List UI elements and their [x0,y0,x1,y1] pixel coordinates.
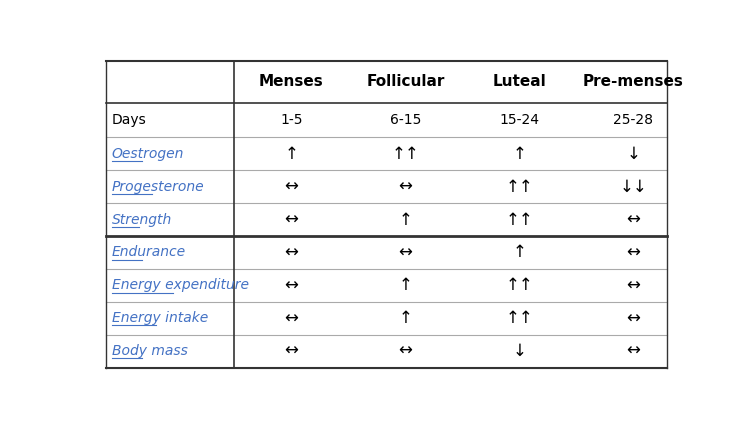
Text: ↔: ↔ [284,309,299,327]
Text: Follicular: Follicular [366,74,445,89]
Text: Body mass: Body mass [112,344,188,358]
Text: ↑: ↑ [513,145,526,163]
Text: ↔: ↔ [627,211,640,229]
Text: ↑↑: ↑↑ [505,211,533,229]
Text: Energy expenditure: Energy expenditure [112,279,249,293]
Text: ↑: ↑ [398,211,412,229]
Text: 15-24: 15-24 [499,113,539,127]
Text: ↓: ↓ [513,342,526,360]
Text: Oestrogen: Oestrogen [112,147,184,161]
Text: ↓↓: ↓↓ [620,178,647,196]
Text: ↓: ↓ [627,145,640,163]
Text: ↔: ↔ [284,276,299,294]
Text: Days: Days [112,113,146,127]
Text: ↑: ↑ [398,309,412,327]
Text: ↑: ↑ [284,145,299,163]
Text: ↑↑: ↑↑ [505,276,533,294]
Text: Endurance: Endurance [112,245,186,259]
Text: ↔: ↔ [627,243,640,262]
Text: ↑↑: ↑↑ [505,309,533,327]
Text: ↑↑: ↑↑ [505,178,533,196]
Text: ↔: ↔ [627,342,640,360]
Text: ↔: ↔ [284,178,299,196]
Text: ↔: ↔ [398,178,412,196]
Text: Progesterone: Progesterone [112,180,204,194]
Text: Menses: Menses [259,74,324,89]
Text: ↔: ↔ [398,243,412,262]
Text: ↔: ↔ [284,211,299,229]
Text: Luteal: Luteal [492,74,546,89]
Text: ↑↑: ↑↑ [391,145,419,163]
Text: Pre-menses: Pre-menses [583,74,684,89]
Text: 6-15: 6-15 [390,113,421,127]
Text: ↑: ↑ [398,276,412,294]
Text: 25-28: 25-28 [613,113,653,127]
Text: Energy intake: Energy intake [112,311,208,325]
Text: ↔: ↔ [284,342,299,360]
Text: ↑: ↑ [513,243,526,262]
Text: 1-5: 1-5 [280,113,302,127]
Text: ↔: ↔ [398,342,412,360]
Text: ↔: ↔ [627,276,640,294]
Text: ↔: ↔ [284,243,299,262]
Text: Strength: Strength [112,212,172,226]
Text: ↔: ↔ [627,309,640,327]
